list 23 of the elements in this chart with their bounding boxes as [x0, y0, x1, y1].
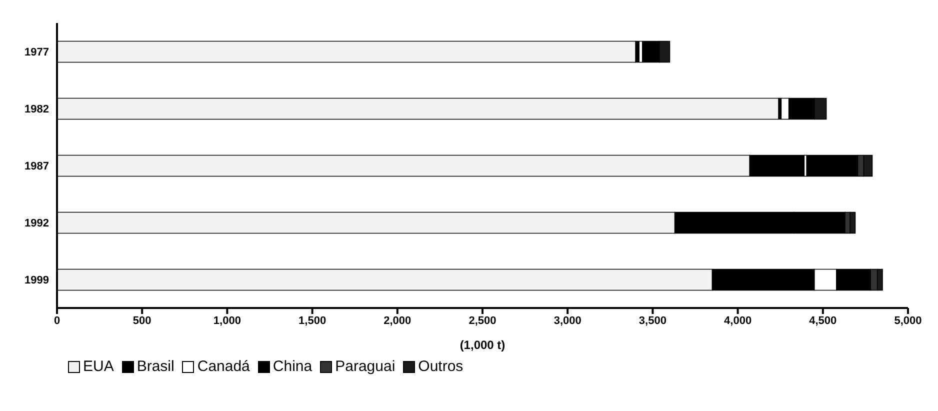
y-tick-label: 1992 [24, 217, 49, 230]
x-tick-label: 2,000 [384, 314, 412, 327]
x-tick-label: 5,000 [894, 314, 922, 327]
x-tick-label: 3,000 [554, 314, 582, 327]
legend-label: Outros [418, 358, 464, 375]
legend-label: Paraguai [335, 358, 396, 375]
x-axis-title: (1,000 t) [460, 338, 506, 352]
x-tick-label: 500 [132, 314, 152, 327]
x-tick-label: 1,500 [298, 314, 326, 327]
x-tick-label: 4,000 [724, 314, 752, 327]
legend-label: China [272, 358, 312, 375]
y-tick-label: 1977 [24, 46, 49, 58]
legend-label: EUA [83, 358, 114, 375]
y-tick-label: 1999 [24, 274, 49, 286]
legend-label: Canadá [197, 358, 250, 375]
x-tick-label: 0 [54, 314, 60, 327]
y-tick-label: 1987 [24, 160, 49, 172]
x-tick-label: 4,500 [809, 314, 837, 327]
legend-label: Brasil [136, 358, 174, 375]
x-tick-label: 2,500 [468, 314, 496, 327]
y-tick-label: 1982 [24, 103, 49, 116]
x-tick-label: 3,500 [638, 314, 666, 327]
x-tick-label: 1,000 [213, 314, 241, 327]
